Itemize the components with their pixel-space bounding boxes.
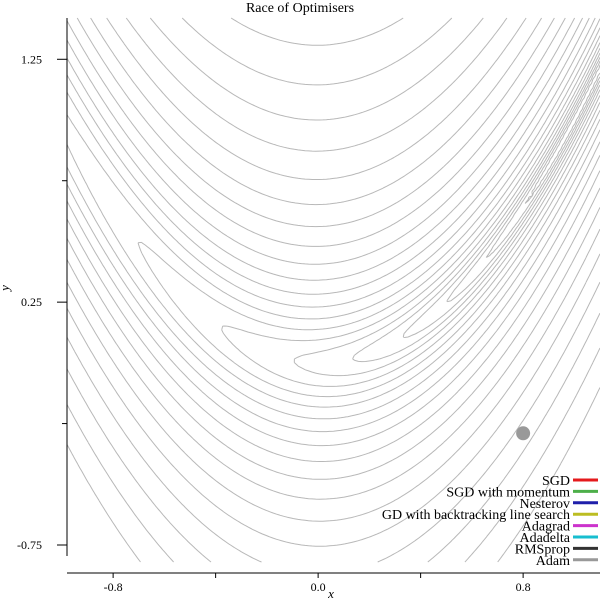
contour-line-6 [221, 35, 600, 387]
marker-layer [516, 426, 531, 441]
contour-line-17 [66, 17, 600, 563]
contour-line-10 [66, 17, 600, 433]
contour-line-5 [293, 42, 600, 377]
legend-label: Adam [536, 554, 570, 569]
legend-label: Adadelta [519, 531, 570, 546]
contour-line-9 [66, 17, 600, 420]
legend-label: GD with backtracking line search [382, 508, 570, 523]
y-tick-label: 1.25 [21, 52, 42, 66]
contour-line-3 [402, 52, 600, 338]
y-tick-label: 0.25 [21, 295, 42, 309]
contour-line-16 [66, 17, 600, 547]
contour-line-4 [352, 47, 600, 363]
legend-label: Nesterov [519, 497, 570, 512]
axes: -0.75 0.25 1.25 -0.8 0.0 0.8 [17, 18, 600, 594]
contour-line-20 [66, 17, 600, 563]
contour-line-0 [524, 64, 600, 204]
start-point-marker [516, 426, 531, 441]
contour-line-14 [66, 17, 600, 500]
contour-line-18 [66, 17, 600, 563]
legend-label: RMSprop [515, 542, 570, 557]
x-axis-label: x [327, 586, 334, 600]
legend-label: Adagrad [522, 520, 570, 535]
y-axis-label: y [0, 285, 12, 293]
contour-line-12 [66, 17, 600, 462]
contour-line-11 [66, 17, 600, 447]
x-tick-label: -0.8 [104, 580, 123, 594]
contour-line-13 [66, 17, 600, 480]
contour-line-19 [66, 17, 600, 563]
contour-line-8 [66, 18, 600, 408]
x-tick-label: 0.0 [311, 580, 326, 594]
legend-label: SGD [542, 474, 570, 489]
x-tick-label: 0.8 [516, 580, 531, 594]
y-tick-label: -0.75 [17, 538, 42, 552]
legend-label: SGD with momentum [446, 485, 570, 500]
contour-line-1 [485, 60, 600, 258]
contour-lines [66, 17, 600, 563]
contour-line-7 [137, 27, 600, 398]
contour-line-15 [66, 17, 600, 522]
chart-title: Race of Optimisers [246, 1, 354, 16]
contour-line-2 [446, 57, 600, 303]
